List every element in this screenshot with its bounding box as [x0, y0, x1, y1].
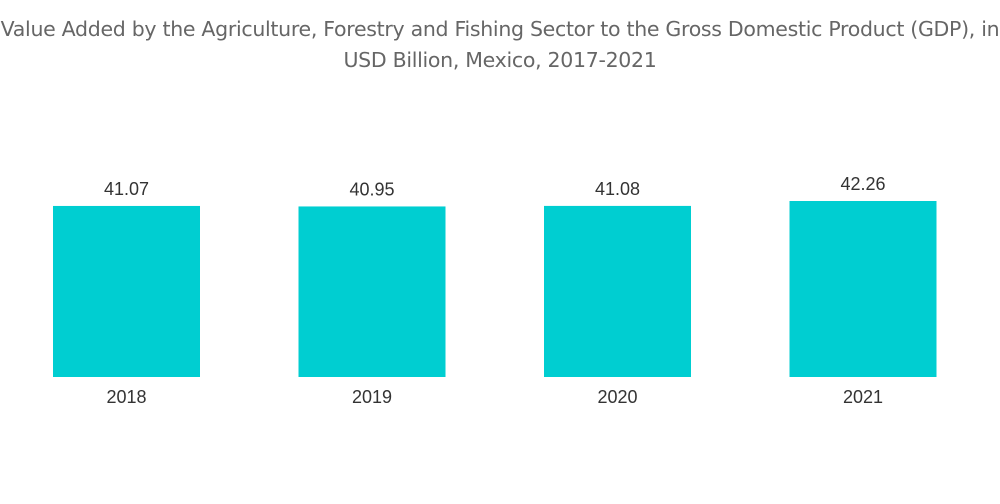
x-tick-label-2019: 2019 [352, 387, 392, 407]
x-tick-label-2021: 2021 [843, 387, 883, 407]
bar-2019 [298, 206, 446, 377]
x-tick-label-2020: 2020 [597, 387, 637, 407]
bar-2021 [789, 201, 937, 377]
chart-title: Value Added by the Agriculture, Forestry… [0, 17, 1000, 72]
value-labels-group: 41.07 40.95 41.08 42.26 [104, 174, 886, 199]
x-axis-tick-labels: 2018 2019 2020 2021 [106, 387, 883, 407]
value-label-2020: 41.08 [595, 179, 640, 199]
value-label-2018: 41.07 [104, 179, 149, 199]
bar-2018 [53, 205, 200, 377]
bar-2020 [544, 205, 691, 377]
bars-group [53, 201, 937, 377]
value-label-2021: 42.26 [840, 174, 885, 194]
x-tick-label-2018: 2018 [106, 387, 146, 407]
value-label-2019: 40.95 [349, 179, 394, 199]
